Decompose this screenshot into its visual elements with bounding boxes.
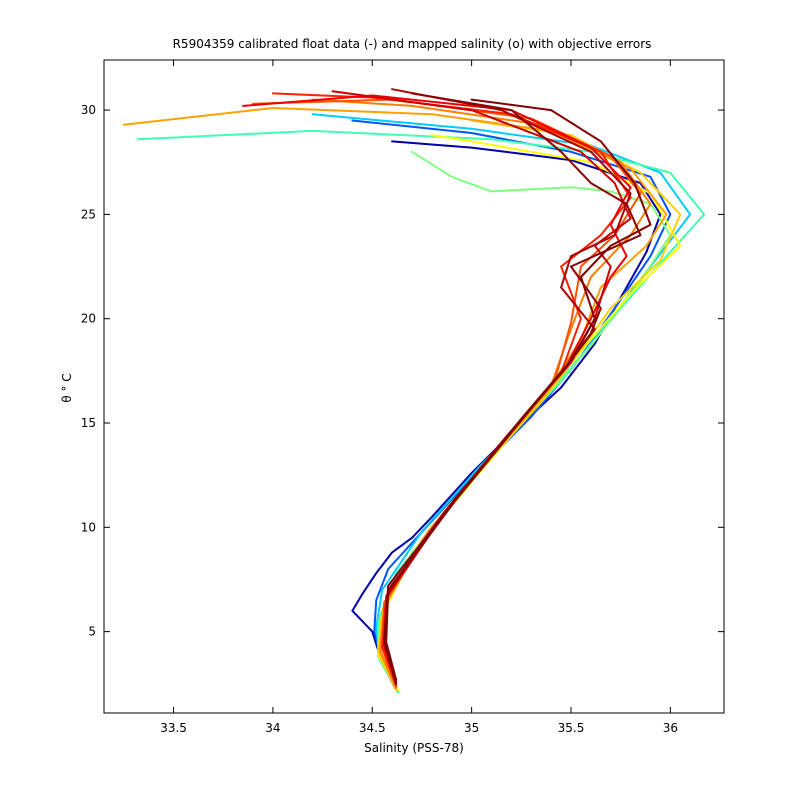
x-tick-label: 33.5 bbox=[160, 721, 187, 735]
y-tick-label: 5 bbox=[88, 625, 96, 639]
y-tick-label: 10 bbox=[81, 520, 96, 534]
y-axis-label: θ ° C bbox=[60, 373, 74, 402]
y-tick-label: 25 bbox=[81, 207, 96, 221]
x-tick-label: 36 bbox=[663, 721, 678, 735]
x-tick-label: 35.5 bbox=[558, 721, 585, 735]
series-line-16 bbox=[383, 98, 652, 685]
chart-title: R5904359 calibrated float data (-) and m… bbox=[173, 37, 652, 51]
y-axis-ticks: 5 10 15 20 25 30 bbox=[81, 103, 724, 639]
x-tick-label: 34.5 bbox=[359, 721, 386, 735]
x-tick-label: 35 bbox=[464, 721, 479, 735]
y-tick-label: 20 bbox=[81, 312, 96, 326]
series-line-7 bbox=[377, 119, 682, 692]
series-line-15 bbox=[385, 92, 642, 681]
y-tick-label: 30 bbox=[81, 103, 96, 117]
y-tick-label: 15 bbox=[81, 416, 96, 430]
plot-frame bbox=[103, 59, 725, 714]
plot-area bbox=[104, 60, 724, 713]
x-axis-label: Salinity (PSS-78) bbox=[364, 741, 464, 755]
series-layer bbox=[122, 88, 706, 694]
x-axis-ticks: 33.5 34 34.5 35 35.5 36 bbox=[160, 60, 678, 735]
x-tick-label: 34 bbox=[265, 721, 280, 735]
